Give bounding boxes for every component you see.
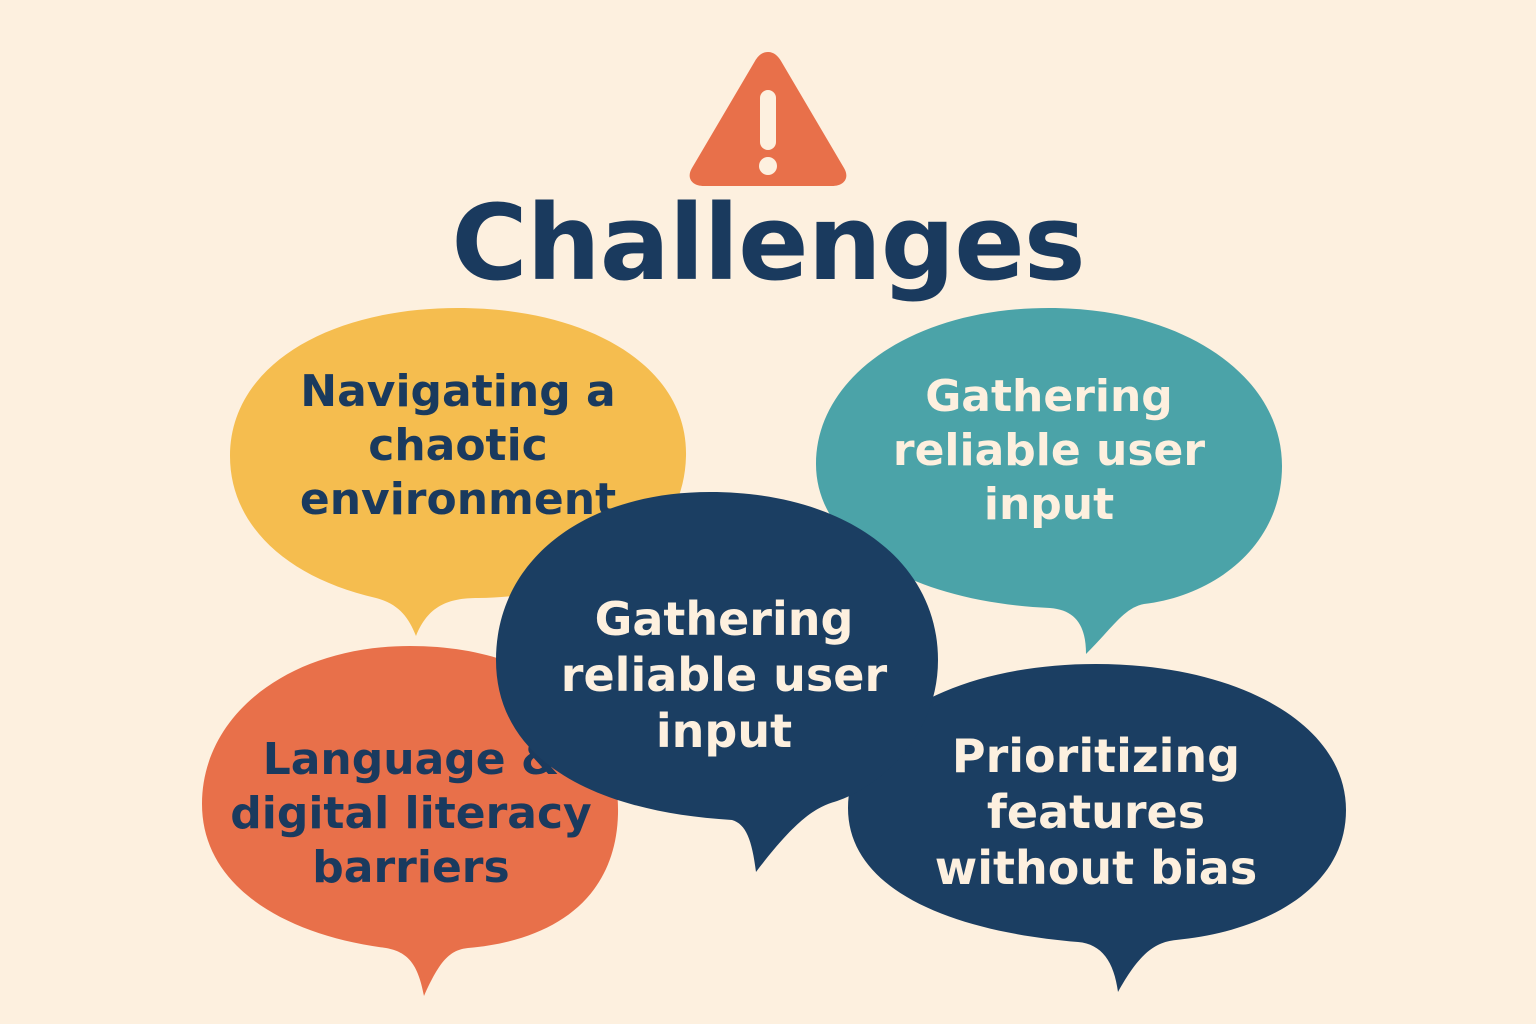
warning-icon (689, 52, 847, 186)
speech-bubble-shape (848, 664, 1346, 992)
speech-bubble-prioritizing: Prioritizing features without bias (846, 662, 1348, 994)
bubble-fill (202, 646, 619, 996)
bubble-text: Navigating a chaotic environment (299, 366, 617, 525)
speech-bubble-shape (496, 492, 938, 872)
speech-bubble-gathering-navy: Gathering reliable user input (494, 490, 940, 874)
bubble-text: Prioritizing features without bias (934, 728, 1258, 896)
speech-bubble-shape (816, 308, 1282, 654)
bubble-text: Language & digital literacy barriers (230, 734, 592, 893)
bubble-fill (496, 492, 938, 872)
page-title: Challenges (451, 182, 1085, 304)
speech-bubble-gathering-teal: Gathering reliable user input (814, 306, 1284, 656)
bubble-text: Gathering reliable user input (560, 591, 888, 759)
bubble-text: Gathering reliable user input (892, 371, 1206, 530)
speech-bubble-shape (202, 646, 619, 996)
speech-bubble-language: Language & digital literacy barriers (200, 644, 620, 998)
bubble-fill (848, 664, 1346, 992)
bubble-fill (816, 308, 1282, 654)
